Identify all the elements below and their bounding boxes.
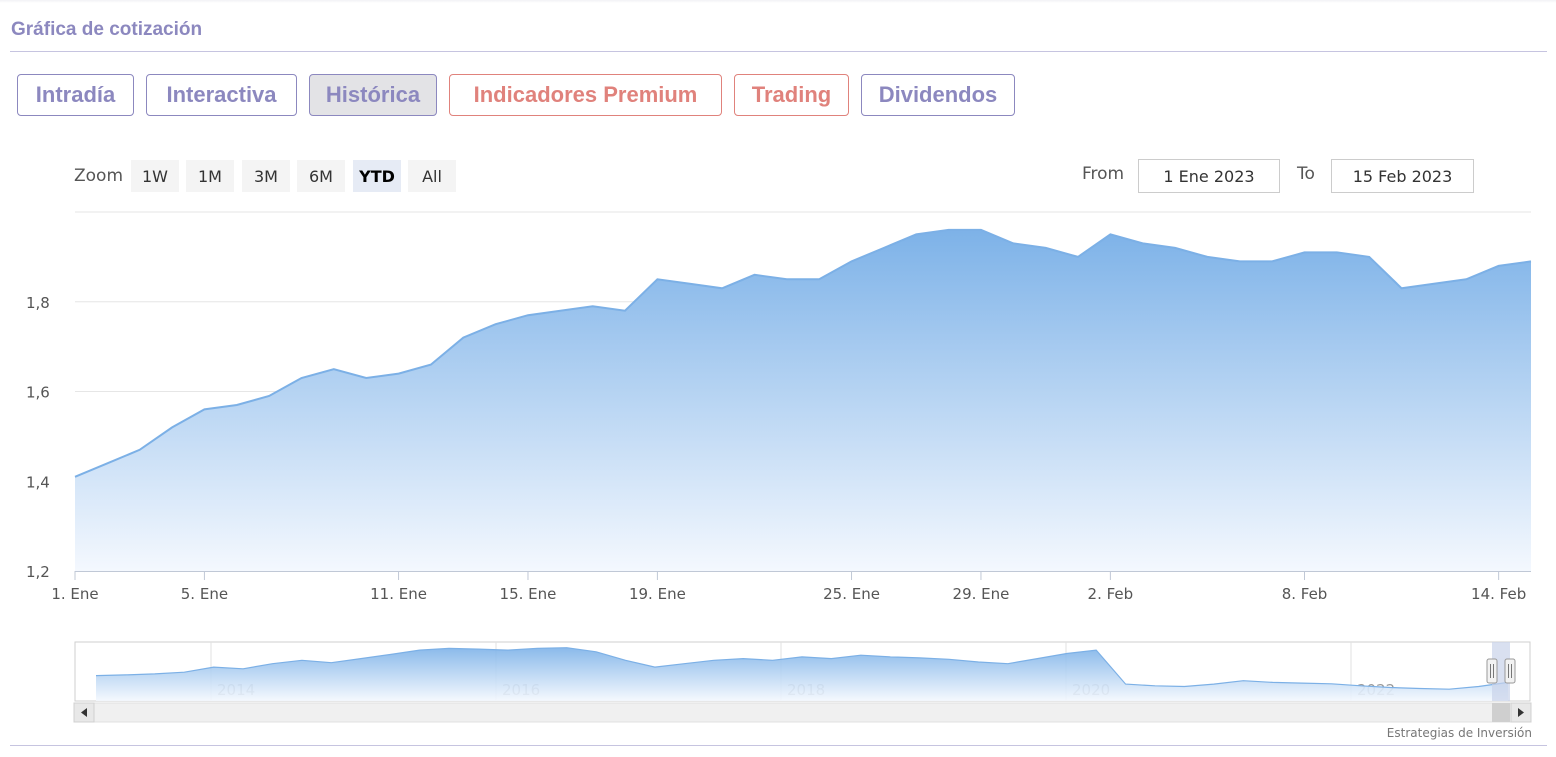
y-tick-label: 1,4 [26, 473, 50, 491]
y-tick-label: 1,6 [26, 384, 50, 402]
chart-navigator: 2014 2016 2018 2020 2022 [73, 641, 1532, 723]
title-divider [10, 51, 1547, 52]
scrollbar-left-button [73, 702, 95, 723]
x-tick-label: 15. Ene [500, 585, 557, 603]
x-tick-label: 5. Ene [181, 585, 228, 603]
chart-credit: Estrategias de Inversión [1386, 726, 1532, 740]
bottom-divider [10, 745, 1547, 746]
y-tick-label: 1,8 [26, 294, 50, 312]
tab-historica[interactable]: Histórica [309, 74, 437, 116]
scrollbar-thumb [1492, 703, 1510, 722]
range-to-input[interactable]: 15 Feb 2023 [1331, 159, 1474, 193]
tab-indicadores-premium[interactable]: Indicadores Premium [449, 74, 722, 116]
zoom-1m-button[interactable]: 1M [186, 160, 234, 192]
zoom-3m-button[interactable]: 3M [242, 160, 290, 192]
navigator-year-label: 2018 [787, 681, 825, 699]
navigator-selection [1492, 642, 1510, 701]
scrollbar-track [73, 702, 1532, 723]
zoom-label: Zoom [74, 166, 124, 186]
navigator-area [96, 647, 1508, 701]
tab-dividendos[interactable]: Dividendos [861, 74, 1015, 116]
series-area [75, 229, 1531, 571]
x-tick-label: 19. Ene [629, 585, 686, 603]
chart-grid [75, 211, 1531, 482]
navigator-year-label: 2014 [217, 681, 255, 699]
x-tick-label: 25. Ene [823, 585, 880, 603]
chart-axes: 1,2 1,4 1,6 1,8 1. Ene 5. Ene 11. Ene 15. Ene 19… [26, 294, 1531, 603]
x-tick-label: 11. Ene [370, 585, 427, 603]
zoom-all-button[interactable]: All [408, 160, 456, 192]
x-tick-label: 2. Feb [1088, 585, 1134, 603]
scrollbar-right-button [1510, 702, 1532, 723]
navigator-handle [1504, 658, 1516, 684]
x-tick-label: 29. Ene [953, 585, 1010, 603]
section-title: Gráfica de cotización [11, 19, 203, 40]
scroll-left-icon [81, 708, 87, 717]
tab-trading[interactable]: Trading [734, 74, 849, 116]
zoom-6m-button[interactable]: 6M [297, 160, 345, 192]
chart-series [74, 228, 1532, 571]
series-line [74, 228, 1532, 478]
x-tick-label: 1. Ene [51, 585, 98, 603]
navigator-line [95, 647, 1509, 690]
x-tick-label: 8. Feb [1282, 585, 1328, 603]
zoom-1w-button[interactable]: 1W [131, 160, 179, 192]
navigator-year-label: 2020 [1072, 681, 1110, 699]
scroll-right-icon [1518, 708, 1524, 717]
range-to-label: To [1297, 164, 1315, 184]
range-from-label: From [1082, 164, 1125, 184]
tab-intradia[interactable]: Intradía [17, 74, 134, 116]
zoom-ytd-button[interactable]: YTD [353, 160, 401, 192]
tab-interactiva[interactable]: Interactiva [146, 74, 297, 116]
navigator-year-label: 2022 [1357, 681, 1395, 699]
navigator-year-label: 2016 [502, 681, 540, 699]
x-tick-label: 14. Feb [1471, 585, 1526, 603]
navigator-frame [74, 641, 1531, 702]
top-divider [0, 0, 1556, 3]
y-tick-label: 1,2 [26, 563, 50, 581]
range-from-input[interactable]: 1 Ene 2023 [1138, 159, 1280, 193]
navigator-handle [1486, 658, 1498, 684]
